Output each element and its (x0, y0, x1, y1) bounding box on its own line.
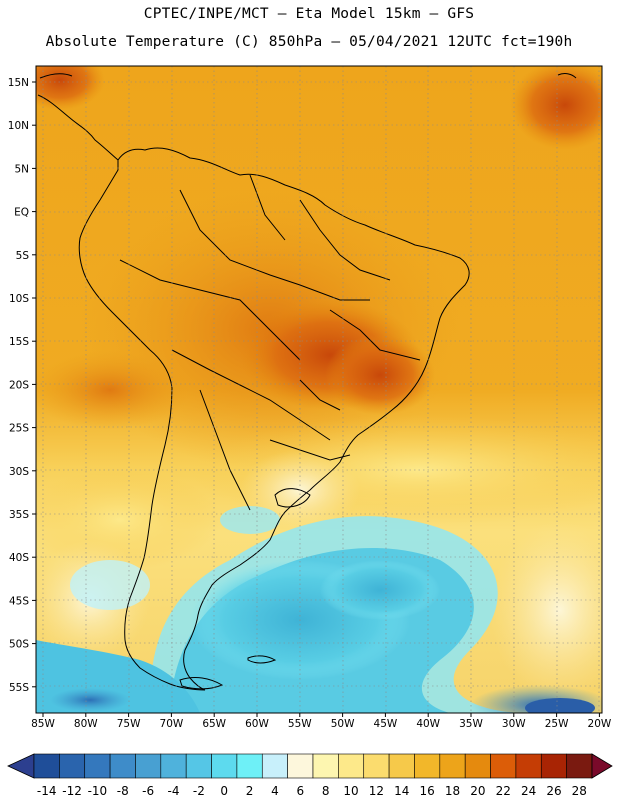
colorbar-under-arrow (7, 753, 35, 779)
colorbar-swatch (109, 753, 136, 779)
colorbar-label: -6 (142, 784, 154, 798)
colorbar-label: 12 (369, 784, 384, 798)
temperature-field (36, 66, 602, 713)
colorbar-over-arrow (591, 753, 613, 779)
colorbar-swatch (185, 753, 212, 779)
colorbar-swatch (261, 753, 288, 779)
colorbar-swatch (59, 753, 86, 779)
lat-label: EQ (14, 207, 29, 219)
lat-label: 40S (9, 552, 29, 564)
colorbar-swatch (566, 753, 593, 779)
colorbar-label: 6 (296, 784, 304, 798)
colorbar-swatch (363, 753, 390, 779)
lon-label: 45W (374, 718, 398, 730)
lat-label: 10S (9, 293, 29, 305)
colorbar-label: -2 (193, 784, 205, 798)
map-title: CPTEC/INPE/MCT – Eta Model 15km – GFS (143, 6, 475, 22)
longitude-axis: 85W 80W 75W 70W 65W 60W 55W 50W 45W 40W 35W 30W 25W 2… (31, 713, 612, 730)
colorbar-label: 18 (445, 784, 460, 798)
colorbar-swatch (388, 753, 415, 779)
lat-label: 5S (16, 250, 30, 262)
colorbar-swatch (414, 753, 441, 779)
lat-label: 50S (9, 639, 29, 651)
lon-label: 70W (160, 718, 184, 730)
map-subtitle: Absolute Temperature (C) 850hPa – 05/04/… (45, 34, 573, 50)
lon-label: 50W (331, 718, 355, 730)
lon-label: 25W (545, 718, 569, 730)
colorbar-swatch (33, 753, 60, 779)
lon-label: 65W (202, 718, 226, 730)
colorbar-label: 14 (394, 784, 409, 798)
lon-label: 40W (416, 718, 440, 730)
lon-label: 20W (588, 718, 612, 730)
colorbar-swatch (312, 753, 339, 779)
lat-label: 5N (14, 163, 29, 175)
lon-label: 60W (245, 718, 269, 730)
colorbar-swatch (338, 753, 365, 779)
colorbar-swatch (236, 753, 263, 779)
lat-label: 30S (9, 466, 29, 478)
colorbar-label: -12 (62, 784, 82, 798)
lon-label: 35W (459, 718, 483, 730)
colorbar-label: 10 (343, 784, 358, 798)
lat-label: 10N (8, 120, 29, 132)
lon-label: 85W (31, 718, 55, 730)
map-frame (35, 65, 603, 714)
lon-label: 75W (117, 718, 141, 730)
colorbar-label: 20 (470, 784, 485, 798)
colorbar: -14 -12 -10 -8 -6 -4 -2 0 2 4 6 8 10 12 14 16 18 20 22 24 26… (7, 753, 613, 798)
lat-label: 35S (9, 509, 29, 521)
lat-label: 15S (9, 336, 29, 348)
colorbar-swatch (464, 753, 491, 779)
colorbar-swatch (490, 753, 517, 779)
colorbar-swatch (515, 753, 542, 779)
lon-label: 55W (288, 718, 312, 730)
colorbar-label: 28 (572, 784, 587, 798)
lat-label: 45S (9, 595, 29, 607)
latitude-axis: 15N 10N 5N EQ 5S 10S 15S 20S 25S 30S 35S 40S 45S 50S 5… (8, 77, 36, 694)
colorbar-swatch (84, 753, 111, 779)
lat-label: 15N (8, 77, 29, 89)
colorbar-label: 16 (419, 784, 434, 798)
lat-label: 25S (9, 423, 29, 435)
colorbar-swatch (160, 753, 187, 779)
lat-label: 55S (9, 682, 29, 694)
lon-label: 30W (502, 718, 526, 730)
colorbar-label: -10 (88, 784, 108, 798)
colorbar-label: 4 (271, 784, 279, 798)
colorbar-swatch (211, 753, 238, 779)
colorbar-swatch (439, 753, 466, 779)
colorbar-label: -14 (37, 784, 57, 798)
lon-label: 80W (74, 718, 98, 730)
colorbar-swatch (287, 753, 314, 779)
colorbar-swatch (135, 753, 162, 779)
colorbar-label: -4 (168, 784, 180, 798)
colorbar-label: 26 (546, 784, 561, 798)
colorbar-swatch (540, 753, 567, 779)
colorbar-label: 24 (521, 784, 536, 798)
lat-label: 20S (9, 379, 29, 391)
colorbar-label: -8 (117, 784, 129, 798)
colorbar-label: 2 (246, 784, 254, 798)
colorbar-label: 0 (220, 784, 228, 798)
colorbar-label: 8 (322, 784, 330, 798)
colorbar-label: 22 (496, 784, 511, 798)
